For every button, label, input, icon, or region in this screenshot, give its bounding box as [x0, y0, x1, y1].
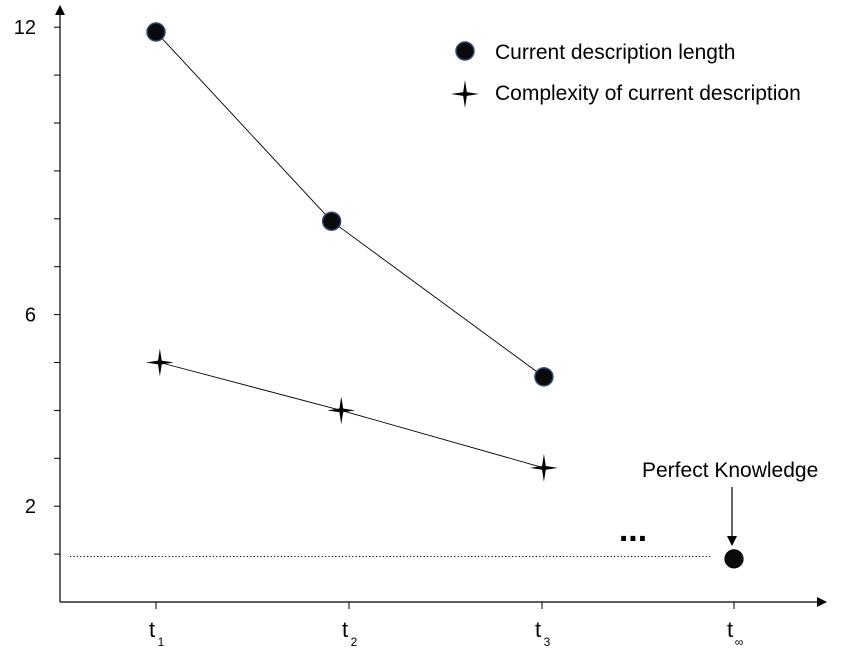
series-markers: [145, 22, 744, 569]
series-0-segment-0: [155, 31, 332, 222]
x-ticks: t 1 t 2 t 3 t ∞: [149, 602, 743, 649]
series-1-segment-1: [341, 409, 545, 469]
x-tick-sub-3: ∞: [735, 635, 744, 649]
x-tick-label-3: t: [727, 617, 733, 642]
series-1-point-2: [529, 453, 558, 482]
legend-label-description-length: Current description length: [495, 41, 735, 64]
x-tick-label-2: t: [535, 617, 541, 642]
perfect-knowledge-label: Perfect Knowledge: [642, 459, 818, 482]
legend-star-icon: [451, 80, 479, 108]
y-tick-label-0: 12: [14, 17, 36, 39]
x-tick-sub-2: 3: [544, 635, 551, 649]
series-1-segment-0: [159, 362, 342, 411]
series-lines: [155, 31, 545, 469]
series-0-segment-1: [331, 220, 545, 378]
series-0-point-0: [146, 22, 166, 42]
series-0-point-2: [534, 367, 554, 387]
series-1-point-0: [145, 348, 174, 377]
ellipsis-text: ...: [619, 511, 647, 549]
x-tick-sub-0: 1: [158, 635, 165, 649]
y-tick-label-1: 6: [25, 305, 36, 327]
y-ticks: 12 6 2: [14, 17, 60, 555]
legend-circle-marker: [455, 41, 475, 61]
x-tick-sub-1: 2: [351, 635, 358, 649]
legend-star-marker: [451, 80, 479, 108]
legend-circle-icon: [455, 41, 475, 61]
legend-label-complexity: Complexity of current description: [495, 82, 801, 105]
y-tick-label-2: 2: [25, 496, 36, 518]
limit-point: [724, 549, 744, 569]
legend: Current description length Complexity of…: [451, 41, 801, 108]
x-tick-label-1: t: [342, 617, 348, 642]
series-1-point-1: [327, 396, 356, 425]
x-tick-label-0: t: [149, 617, 155, 642]
series-0-point-1: [321, 211, 342, 231]
